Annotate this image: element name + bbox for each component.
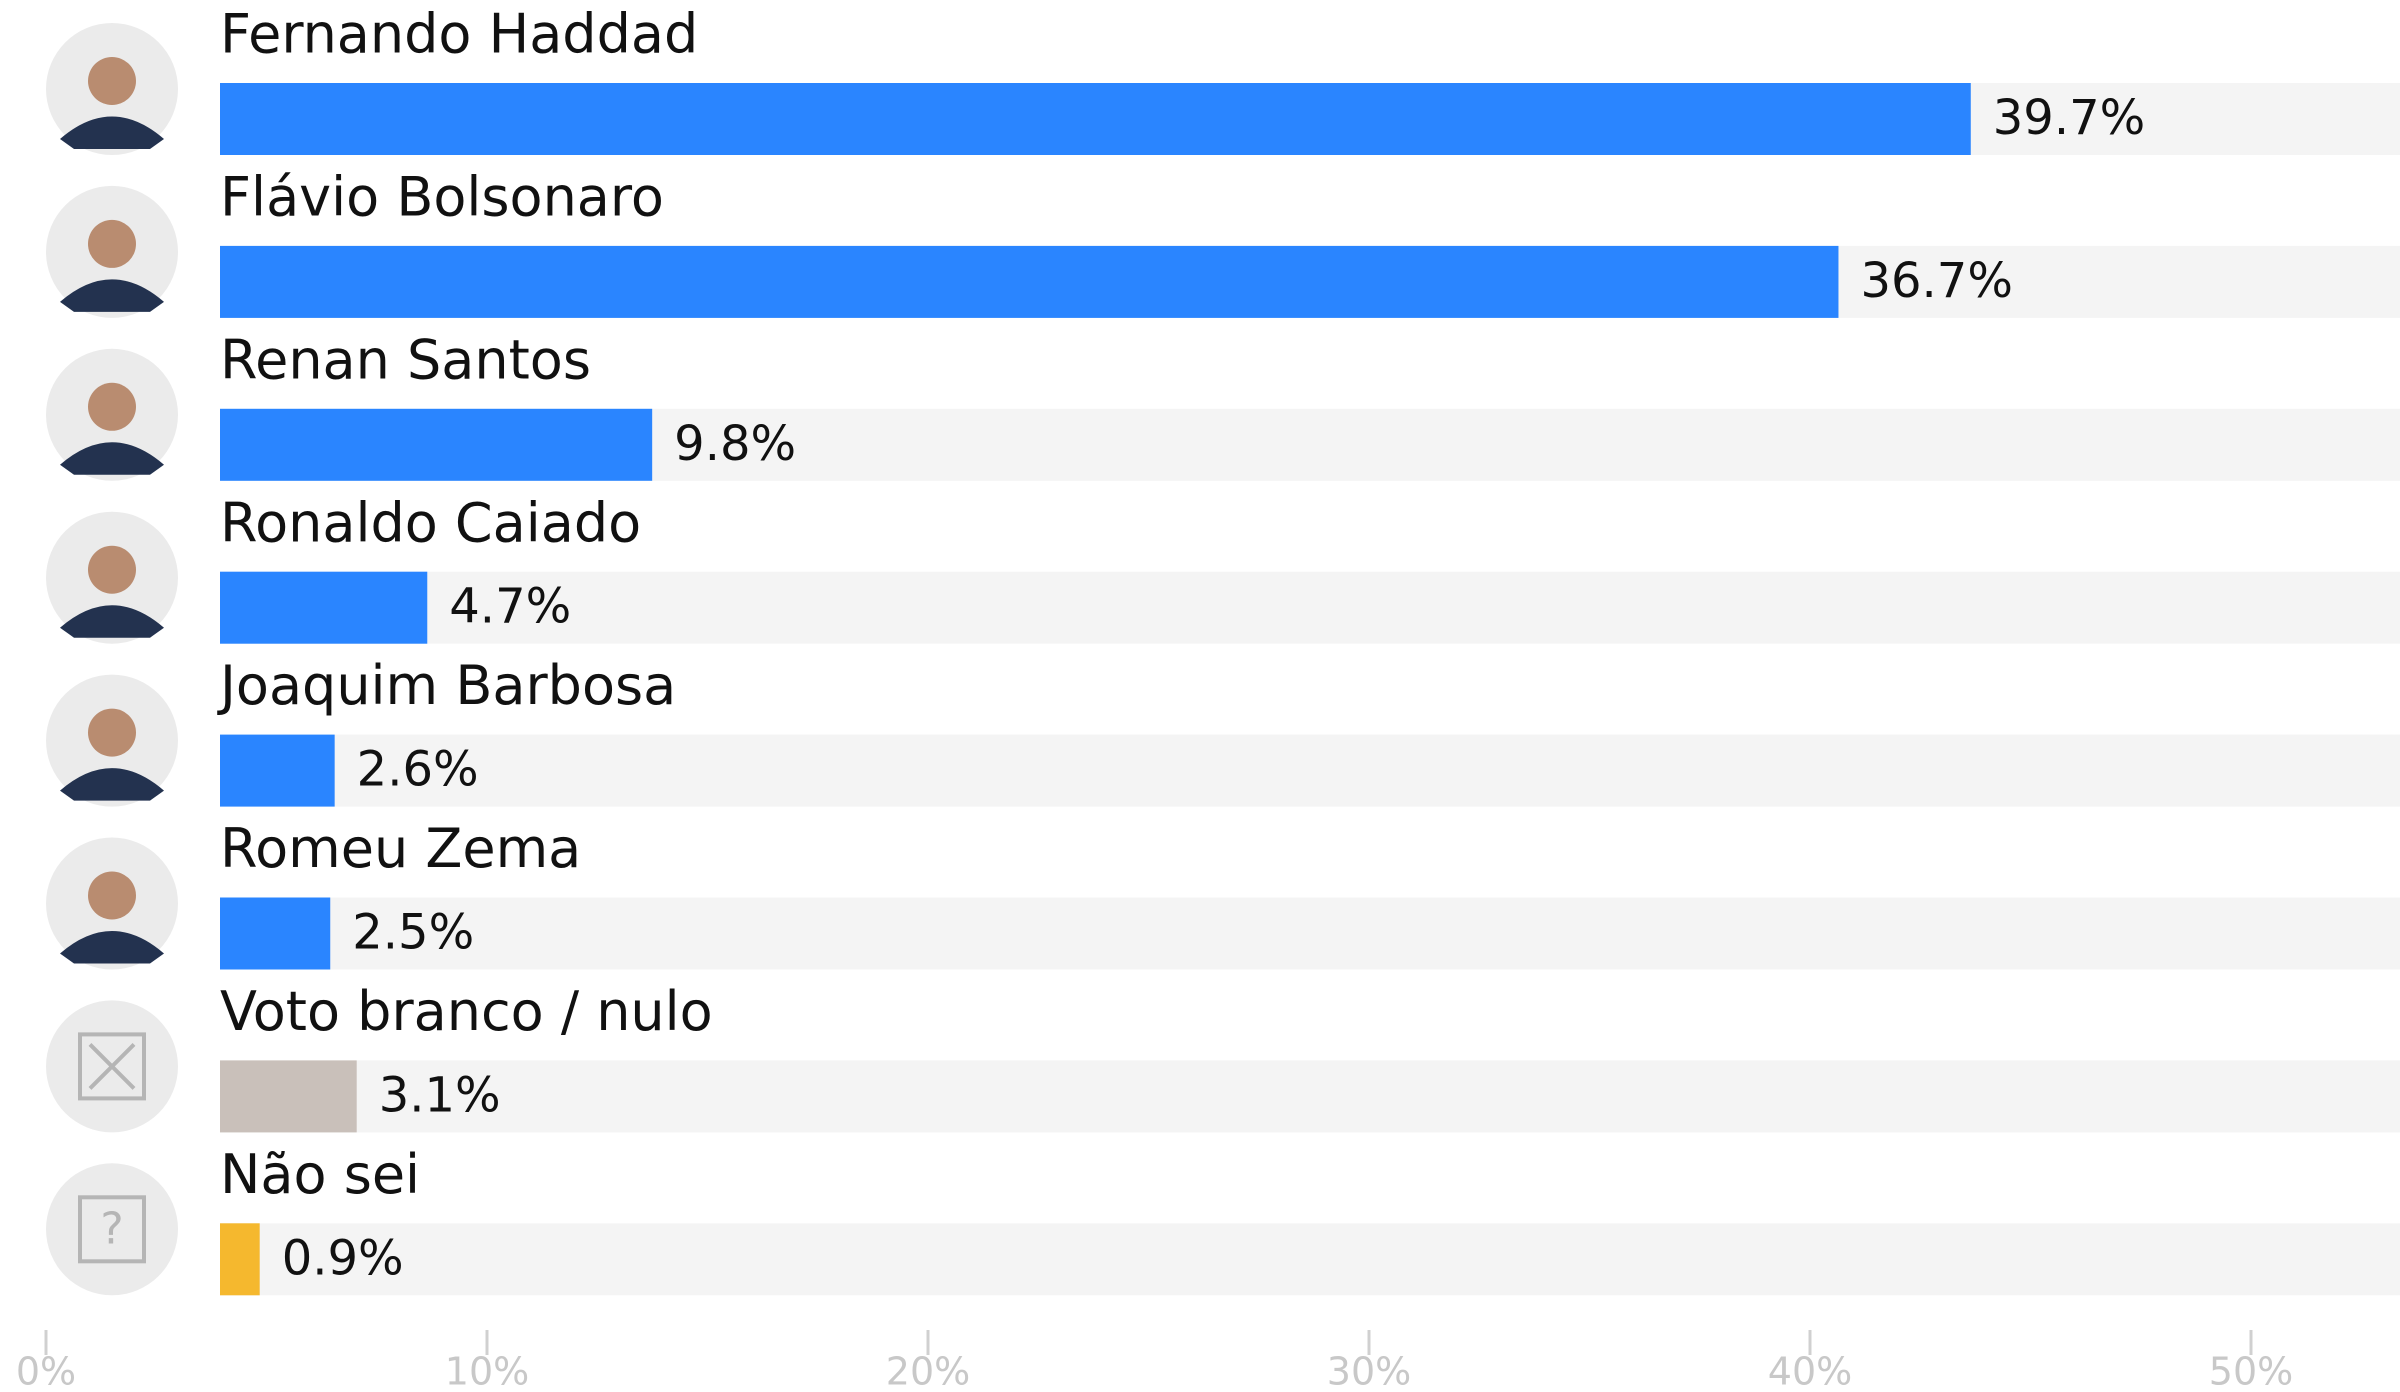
avatar-head	[88, 57, 136, 105]
avatar-body	[60, 605, 164, 638]
bar	[220, 1060, 357, 1133]
x-tick-label: 50%	[2209, 1350, 2293, 1392]
avatar	[46, 511, 178, 644]
value-label: 0.9%	[282, 1230, 404, 1286]
value-label: 9.8%	[674, 416, 796, 472]
avatar-icon	[78, 1195, 146, 1264]
avatar-icon: ?	[100, 1203, 123, 1254]
avatar	[46, 1000, 178, 1133]
avatar	[46, 348, 178, 481]
bar	[220, 1223, 260, 1296]
x-tick-label: 40%	[1768, 1350, 1852, 1392]
candidate-name: Renan Santos	[220, 328, 591, 391]
candidate-name: Romeu Zema	[220, 817, 581, 880]
x-tick-label: 0%	[16, 1350, 76, 1392]
value-label: 2.6%	[357, 742, 479, 798]
avatar-body	[60, 931, 164, 964]
candidate-name: Ronaldo Caiado	[220, 491, 641, 554]
bar-track	[220, 1060, 2400, 1133]
bar	[220, 897, 331, 970]
avatar	[46, 185, 178, 318]
candidate-name: Flávio Bolsonaro	[220, 166, 664, 229]
bar	[220, 245, 1839, 318]
candidate-name: Fernando Haddad	[220, 3, 698, 66]
avatar-head	[88, 382, 136, 431]
avatar-body	[60, 442, 164, 475]
avatar-body	[60, 768, 164, 801]
bar-track	[220, 897, 2400, 970]
avatar	[46, 674, 178, 807]
value-label: 2.5%	[352, 905, 474, 961]
bar-track	[220, 571, 2400, 644]
bar	[220, 734, 335, 807]
x-tick-label: 30%	[1327, 1350, 1411, 1392]
avatar-head	[88, 219, 136, 268]
x-tick-label: 10%	[445, 1350, 529, 1392]
value-label: 39.7%	[1993, 90, 2145, 146]
avatar-icon	[88, 1042, 136, 1090]
value-label: 36.7%	[1860, 253, 2012, 309]
avatar-body	[60, 116, 164, 149]
avatar-icon	[78, 1032, 146, 1101]
avatar: ?	[46, 1163, 178, 1296]
bar-track	[220, 1223, 2400, 1296]
avatar	[46, 23, 178, 155]
candidate-name: Joaquim Barbosa	[217, 654, 676, 717]
bar	[220, 408, 653, 481]
x-tick-label: 20%	[886, 1350, 970, 1392]
avatar-head	[88, 871, 136, 920]
bar-track	[220, 734, 2400, 807]
avatar-head	[88, 545, 136, 594]
avatar	[46, 837, 178, 970]
avatar-body	[60, 279, 164, 312]
bar	[220, 83, 1971, 155]
value-label: 3.1%	[379, 1067, 501, 1123]
avatar-head	[88, 708, 136, 757]
value-label: 4.7%	[449, 579, 571, 635]
candidate-name: Não sei	[220, 1143, 420, 1206]
bar	[220, 571, 428, 644]
candidate-name: Voto branco / nulo	[220, 980, 713, 1043]
